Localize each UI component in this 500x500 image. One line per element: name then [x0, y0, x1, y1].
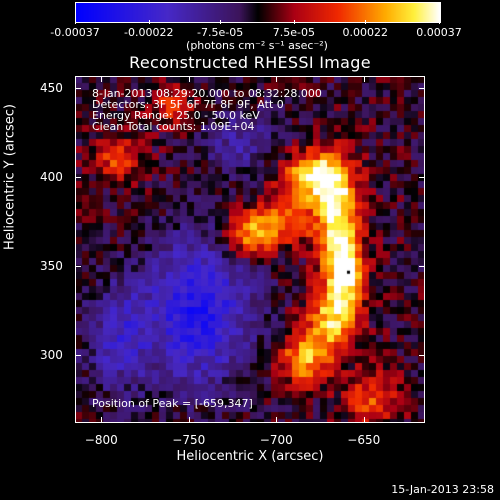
x-tick	[363, 76, 365, 82]
annotation-peak-position: Position of Peak = [-659,347]	[92, 397, 253, 410]
colorbar-tick-label: 0.00022	[342, 26, 388, 39]
colorbar-tick-label: -0.00022	[124, 26, 174, 39]
x-tick-label: −700	[259, 433, 293, 447]
y-axis-label: Heliocentric Y (arcsec)	[2, 104, 18, 250]
colorbar-tick	[75, 20, 76, 24]
x-tick	[363, 417, 365, 423]
x-tick	[101, 76, 103, 82]
colorbar-units: (photons cm⁻² s⁻¹ asec⁻²)	[186, 39, 328, 52]
y-tick	[75, 88, 81, 90]
x-axis-label: Heliocentric X (arcsec)	[176, 449, 324, 464]
colorbar-gradient	[75, 2, 441, 23]
colorbar-tick-label: 0.00037	[416, 26, 462, 39]
y-tick-label: 400	[40, 170, 63, 185]
annotation-detectors: Detectors: 3F 5F 6F 7F 8F 9F, Att 0	[92, 98, 284, 111]
colorbar-tick	[439, 20, 440, 24]
y-tick	[75, 355, 81, 357]
y-tick-label: 350	[40, 259, 63, 274]
chart-title: Reconstructed RHESSI Image	[129, 53, 371, 72]
y-tick	[419, 88, 425, 90]
x-tick	[188, 417, 190, 423]
x-tick	[276, 417, 278, 423]
annotation-total-counts: Clean Total counts: 1.09E+04	[92, 120, 255, 133]
y-tick	[419, 177, 425, 179]
x-tick-label: −650	[347, 433, 381, 447]
y-tick	[419, 355, 425, 357]
colorbar-tick-label: -7.5e-05	[196, 26, 244, 39]
annotation-time-range: 8-Jan-2013 08:29:20.000 to 08:32:28.000	[92, 87, 322, 100]
y-tick-label: 450	[40, 81, 63, 96]
colorbar-tick	[148, 20, 150, 24]
x-tick	[276, 76, 278, 82]
annotation-energy-range: Energy Range: 25.0 - 50.0 keV	[92, 109, 260, 122]
x-tick	[188, 76, 190, 82]
footer-timestamp: 15-Jan-2013 23:58	[391, 483, 494, 496]
y-tick	[75, 266, 81, 268]
x-tick	[101, 417, 103, 423]
y-tick-label: 300	[40, 348, 63, 363]
colorbar-tick-label: -0.00037	[50, 26, 100, 39]
heatmap-image	[75, 76, 425, 423]
y-tick	[75, 177, 81, 179]
x-tick-label: −800	[84, 433, 118, 447]
plot-frame	[75, 76, 425, 423]
colorbar-tick-label: 7.5e-05	[272, 26, 316, 39]
colorbar-tick	[365, 20, 367, 24]
colorbar-tick	[293, 20, 295, 24]
y-tick	[419, 266, 425, 268]
colorbar-tick	[220, 20, 222, 24]
x-tick-label: −750	[172, 433, 206, 447]
